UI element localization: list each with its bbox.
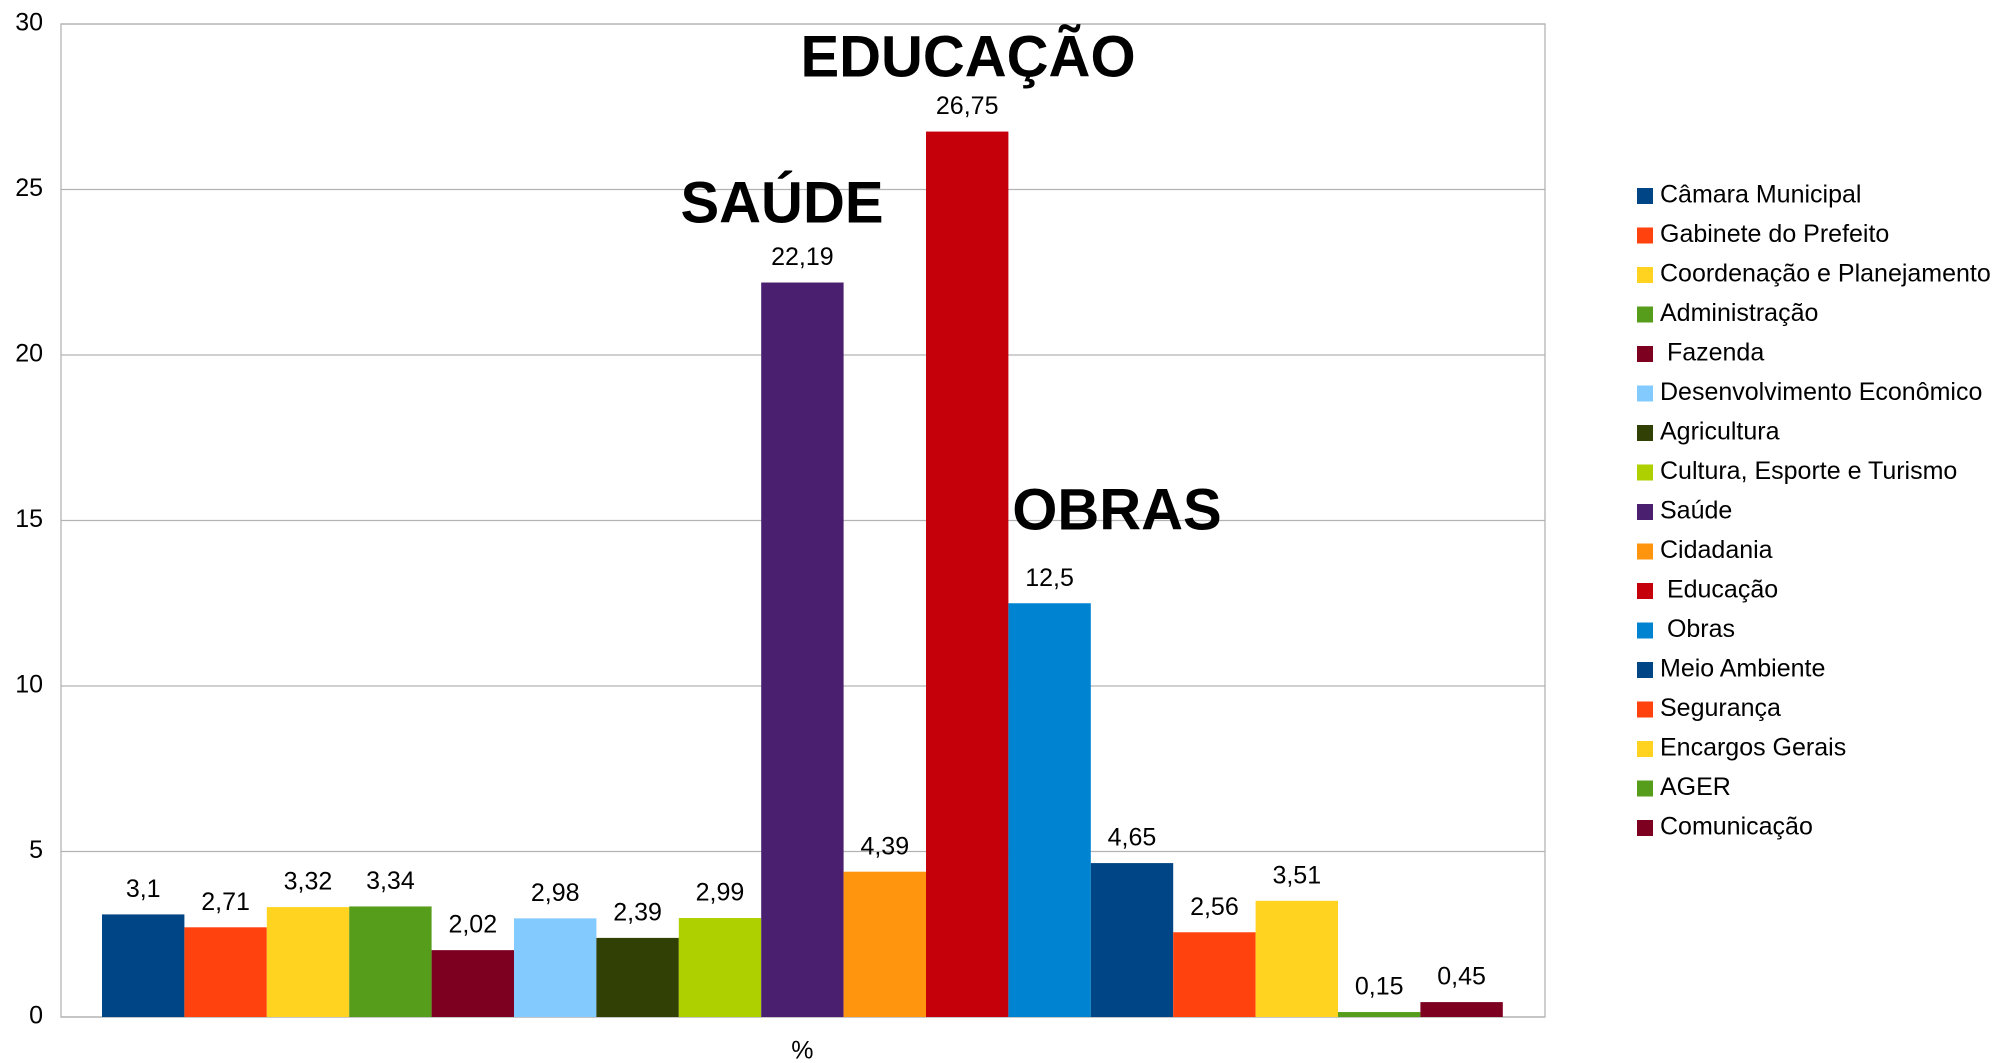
- data-label: 2,02: [448, 911, 497, 939]
- data-label: 2,56: [1190, 893, 1239, 921]
- bar: [1173, 932, 1256, 1017]
- legend-label: Cidadania: [1660, 536, 1773, 564]
- legend-swatch: [1637, 741, 1653, 757]
- bar: [1255, 900, 1338, 1017]
- y-tick-label: 5: [29, 836, 43, 864]
- data-label: 4,39: [860, 832, 909, 860]
- bar: [349, 906, 432, 1017]
- legend-label: Câmara Municipal: [1660, 181, 1861, 209]
- bar: [184, 927, 267, 1017]
- legend-swatch: [1637, 504, 1653, 520]
- legend-label: Saúde: [1660, 497, 1732, 525]
- bar: [1338, 1012, 1421, 1017]
- legend-swatch: [1637, 820, 1653, 836]
- legend-label: Administração: [1660, 299, 1818, 327]
- legend-swatch: [1637, 701, 1653, 718]
- y-tick-label: 30: [15, 9, 43, 37]
- legend-swatch: [1637, 385, 1653, 402]
- data-label: 2,98: [531, 879, 580, 907]
- data-label: 3,34: [366, 867, 415, 895]
- data-label: 26,75: [936, 92, 999, 120]
- legend-swatch: [1637, 227, 1653, 244]
- legend-label: Agricultura: [1660, 418, 1780, 446]
- annotation: OBRAS: [1012, 477, 1221, 542]
- legend-label: Fazenda: [1660, 339, 1764, 367]
- legend-swatch: [1637, 622, 1653, 639]
- data-label: 22,19: [771, 243, 834, 271]
- data-label: 3,51: [1272, 861, 1321, 889]
- bar: [514, 918, 597, 1017]
- legend-swatch: [1637, 464, 1653, 481]
- y-tick-label: 15: [15, 505, 43, 533]
- legend-label: Desenvolvimento Econômico: [1660, 378, 1982, 406]
- legend-swatch: [1637, 267, 1653, 283]
- bar: [926, 131, 1009, 1017]
- annotation: SAÚDE: [680, 170, 883, 235]
- legend-label: Gabinete do Prefeito: [1660, 220, 1889, 248]
- legend-swatch: [1637, 780, 1653, 797]
- legend-swatch: [1637, 346, 1653, 362]
- bar: [843, 871, 926, 1017]
- data-label: 12,5: [1025, 564, 1074, 592]
- legend-swatch: [1637, 425, 1653, 441]
- legend-swatch: [1637, 543, 1653, 560]
- bar: [678, 918, 762, 1017]
- bar: [761, 282, 844, 1017]
- data-label: 0,45: [1437, 963, 1486, 991]
- legend-swatch: [1637, 306, 1653, 323]
- bar: [431, 950, 514, 1017]
- bar: [596, 937, 679, 1017]
- legend-label: Cultura, Esporte e Turismo: [1660, 457, 1957, 485]
- bar: [1008, 603, 1091, 1017]
- bar: [266, 907, 350, 1017]
- y-tick-label: 10: [15, 671, 43, 699]
- data-label: 2,71: [201, 888, 250, 916]
- data-label: 3,32: [284, 868, 333, 896]
- data-label: 0,15: [1355, 973, 1404, 1001]
- legend-label: Comunicação: [1660, 813, 1813, 841]
- x-tick-label: %: [791, 1037, 813, 1063]
- data-label: 2,39: [613, 899, 662, 927]
- legend-label: Encargos Gerais: [1660, 734, 1846, 762]
- legend-swatch: [1637, 662, 1653, 678]
- data-label: 4,65: [1108, 824, 1157, 852]
- legend-label: Educação: [1660, 576, 1778, 604]
- data-label: 3,1: [126, 875, 161, 903]
- bar: [1090, 863, 1174, 1017]
- legend-swatch: [1637, 188, 1653, 204]
- legend-label: Segurança: [1660, 694, 1781, 722]
- legend-label: Obras: [1660, 615, 1735, 643]
- legend-label: Meio Ambiente: [1660, 655, 1825, 683]
- y-tick-label: 0: [29, 1002, 43, 1030]
- bar: [102, 914, 185, 1017]
- y-tick-label: 20: [15, 340, 43, 368]
- data-label: 2,99: [696, 879, 745, 907]
- y-tick-label: 25: [15, 174, 43, 202]
- annotation: EDUCAÇÃO: [800, 24, 1135, 89]
- bar: [1420, 1002, 1503, 1017]
- legend-swatch: [1637, 583, 1653, 599]
- legend-label: AGER: [1660, 773, 1731, 801]
- legend-label: Coordenação e Planejamento: [1660, 260, 1991, 288]
